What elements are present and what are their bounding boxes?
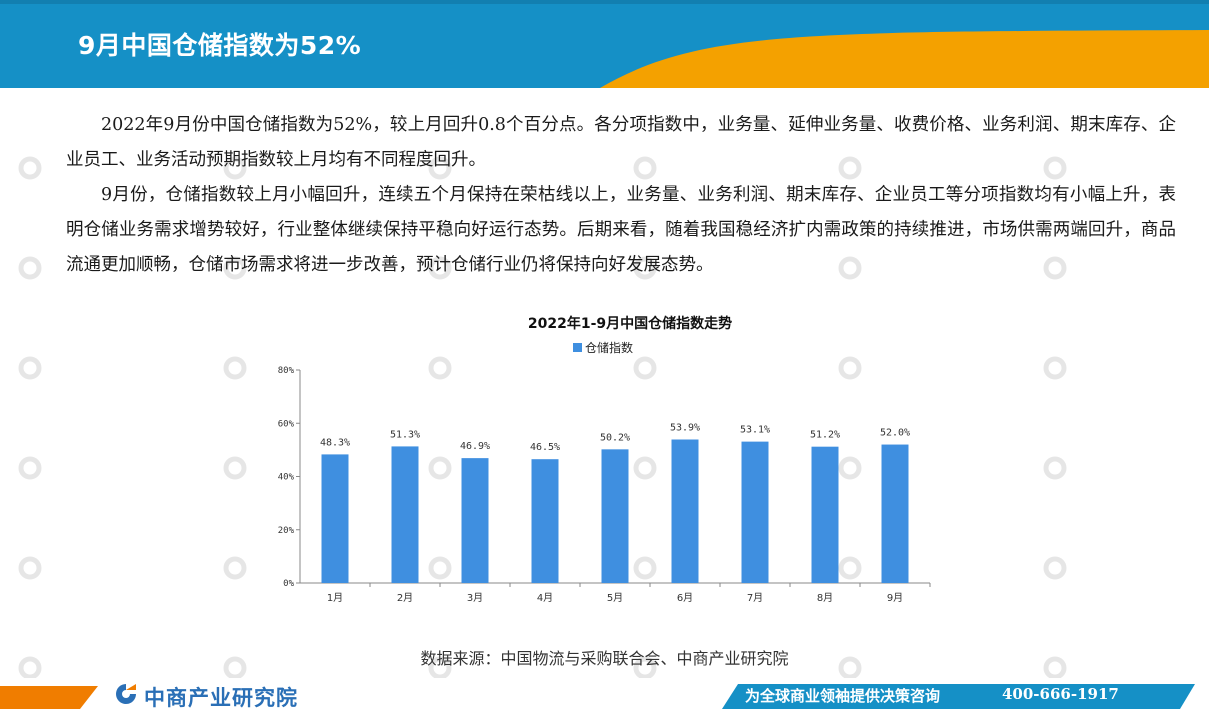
watermark-logo-icon (838, 356, 862, 380)
x-tick-label: 6月 (677, 592, 693, 604)
brand-name: 中商产业研究院 (144, 686, 298, 710)
data-label: 48.3% (320, 437, 350, 448)
data-label: 53.1% (740, 425, 770, 436)
watermark-logo-icon (18, 456, 42, 480)
data-label: 53.9% (670, 422, 700, 433)
x-tick-label: 1月 (327, 592, 343, 604)
watermark-logo-icon (838, 456, 862, 480)
watermark-logo-icon (223, 356, 247, 380)
bar (461, 458, 489, 583)
watermark-logo-icon (633, 156, 657, 180)
data-label: 46.5% (530, 442, 560, 453)
data-label: 51.3% (390, 429, 420, 440)
watermark-logo-icon (428, 356, 452, 380)
y-tick-label: 60% (278, 419, 295, 429)
bar-chart: 0% 20% 40% 60% 80% 48.3% 1月 51.3% 2月 46.9% 3月 46.5%… (278, 366, 931, 604)
x-tick-label: 5月 (607, 592, 623, 604)
watermark-logo-icon (1043, 456, 1067, 480)
watermark-logo-icon (428, 456, 452, 480)
watermark-logo-icon (18, 556, 42, 580)
watermark-logo-icon (223, 456, 247, 480)
footer-slogan: 为全球商业领袖提供决策咨询 (745, 687, 941, 705)
watermark-logo-icon (428, 556, 452, 580)
watermark-logo-icon (633, 256, 657, 280)
bar (881, 444, 909, 583)
x-tick-label: 8月 (817, 592, 833, 604)
watermark-logo-icon (223, 156, 247, 180)
y-tick-label: 80% (278, 366, 295, 376)
chart-title: 2022年1-9月中国仓储指数走势 (527, 316, 733, 332)
paragraph-2: 9月份，仓储指数较上月小幅回升，连续五个月保持在荣枯线以上，业务量、业务利润、期… (66, 185, 1176, 275)
bar (811, 446, 839, 583)
watermark-logo-icon (1043, 256, 1067, 280)
footer-bar (0, 678, 1209, 718)
watermark-logo-icon (428, 256, 452, 280)
data-label: 50.2% (600, 432, 630, 443)
watermark-logo-icon (18, 656, 42, 678)
watermark-logo-icon (633, 656, 657, 678)
watermark-logo-icon (838, 656, 862, 678)
data-label: 46.9% (460, 441, 490, 452)
watermark-logo-icon (838, 256, 862, 280)
data-label: 51.2% (810, 430, 840, 441)
bar (601, 449, 629, 583)
data-source: 数据来源：中国物流与采购联合会、中商产业研究院 (420, 649, 789, 668)
watermark-logo-icon (18, 356, 42, 380)
bar (531, 459, 559, 583)
chart-legend: 仓储指数 (573, 339, 633, 355)
bar (391, 446, 419, 583)
footer-phone: 400-666-1917 (1002, 685, 1119, 703)
x-tick-label: 9月 (887, 592, 903, 604)
watermark-logo-icon (633, 456, 657, 480)
x-tick-label: 3月 (467, 592, 483, 604)
watermark-pattern (18, 156, 1067, 678)
watermark-logo-icon (428, 156, 452, 180)
watermark-logo-icon (223, 556, 247, 580)
header-banner: 9月中国仓储指数为52% (0, 0, 1209, 88)
watermark-logo-icon (18, 256, 42, 280)
watermark-logo-icon (1043, 356, 1067, 380)
bar (321, 454, 349, 583)
footer-background (0, 684, 1195, 709)
x-tick-label: 7月 (747, 592, 763, 604)
watermark-logo-icon (223, 656, 247, 678)
x-tick-label: 2月 (397, 592, 413, 604)
page-title: 9月中国仓储指数为52% (78, 31, 362, 60)
watermark-logo-icon (838, 556, 862, 580)
watermark-logo-icon (838, 156, 862, 180)
y-tick-label: 20% (278, 526, 295, 536)
watermark-logo-icon (1043, 656, 1067, 678)
body-text: 2022年9月份中国仓储指数为52%，较上月回升0.8个百分点。各分项指数中，业… (66, 108, 1176, 283)
y-tick-label: 40% (278, 473, 295, 483)
y-tick-label: 0% (283, 579, 294, 589)
brand-logo-icon (116, 684, 136, 704)
legend-label: 仓储指数 (585, 341, 634, 355)
watermark-logo-icon (633, 356, 657, 380)
watermark-logo-icon (18, 156, 42, 180)
watermark-logo-icon (428, 656, 452, 678)
watermark-logo-icon (1043, 156, 1067, 180)
bar (671, 439, 699, 583)
watermark-logo-icon (633, 556, 657, 580)
watermark-logo-icon (223, 256, 247, 280)
bar (741, 441, 769, 583)
header-background (0, 0, 1209, 88)
legend-swatch (573, 343, 582, 352)
paragraph-1: 2022年9月份中国仓储指数为52%，较上月回升0.8个百分点。各分项指数中，业… (66, 115, 1176, 170)
data-label: 52.0% (880, 428, 910, 439)
watermark-logo-icon (1043, 556, 1067, 580)
x-tick-label: 4月 (537, 592, 553, 604)
